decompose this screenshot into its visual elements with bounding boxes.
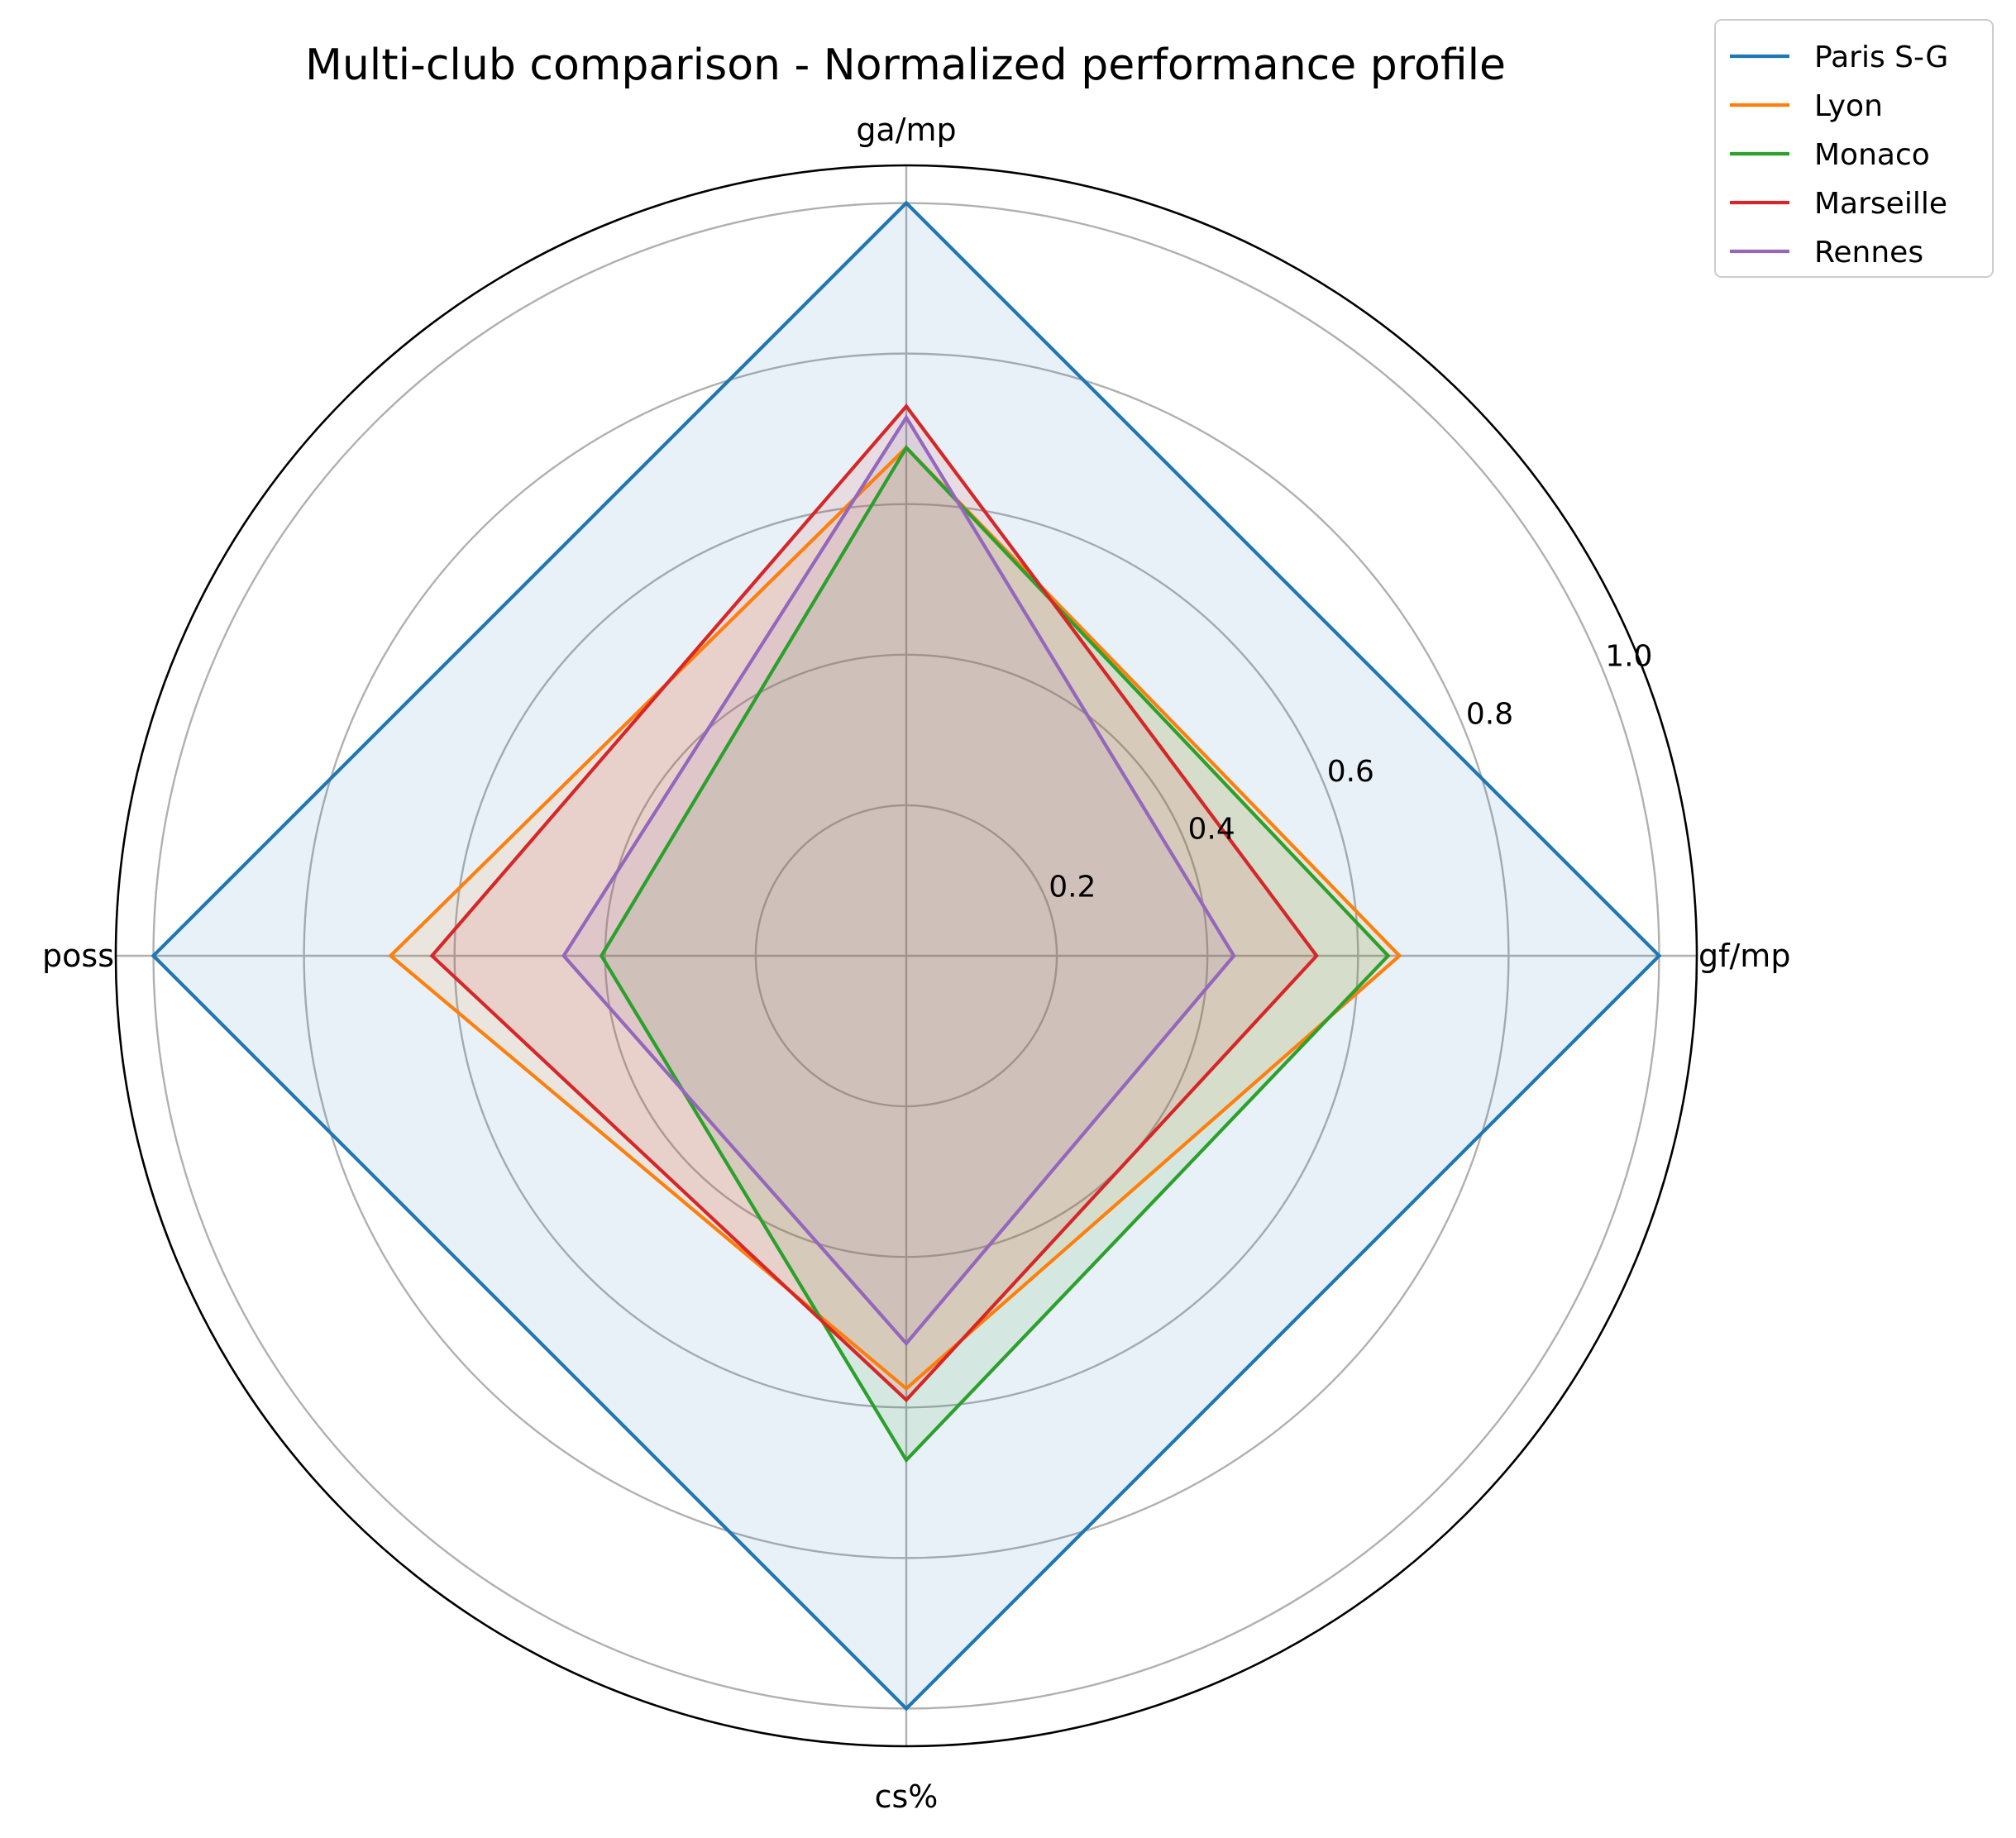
radial-tick-label-1: 0.2 bbox=[1049, 870, 1096, 904]
radial-tick-label-4: 0.8 bbox=[1466, 697, 1513, 731]
label-layer: gf/mp ga/mp poss cs% 0.2 0.4 0.6 0.8 1.0 bbox=[42, 112, 1790, 1815]
radial-tick-label-3: 0.6 bbox=[1327, 755, 1374, 789]
chart-title: Multi-club comparison - Normalized perfo… bbox=[305, 41, 1506, 90]
legend: Paris S-G Lyon Monaco Marseille Rennes bbox=[1714, 19, 1994, 278]
series-fill-4 bbox=[432, 406, 1317, 1401]
series-line-2 bbox=[388, 445, 1402, 1392]
legend-label-5: Rennes bbox=[1814, 236, 1923, 270]
series-fill-5 bbox=[563, 418, 1235, 1344]
axis-label-1: gf/mp bbox=[1698, 938, 1790, 974]
legend-label-4: Marseille bbox=[1814, 187, 1947, 221]
radial-tick-label-2: 0.4 bbox=[1188, 813, 1235, 847]
legend-label-2: Lyon bbox=[1814, 89, 1883, 123]
axis-label-2: ga/mp bbox=[856, 112, 956, 148]
axis-label-3: poss bbox=[42, 938, 114, 974]
series-fill-3 bbox=[601, 447, 1388, 1460]
legend-frame bbox=[1714, 19, 1994, 278]
legend-label-1: Paris S-G bbox=[1814, 41, 1948, 74]
series-line-5 bbox=[561, 414, 1236, 1347]
series-layer bbox=[150, 200, 1662, 1711]
radial-tick-label-5: 1.0 bbox=[1605, 640, 1652, 674]
polar-frame bbox=[114, 164, 1698, 1748]
legend-label-3: Monaco bbox=[1814, 138, 1930, 172]
series-line-4 bbox=[429, 403, 1319, 1403]
series-line-1 bbox=[150, 200, 1662, 1711]
axis-label-4: cs% bbox=[875, 1778, 939, 1815]
series-line-3 bbox=[599, 444, 1391, 1463]
